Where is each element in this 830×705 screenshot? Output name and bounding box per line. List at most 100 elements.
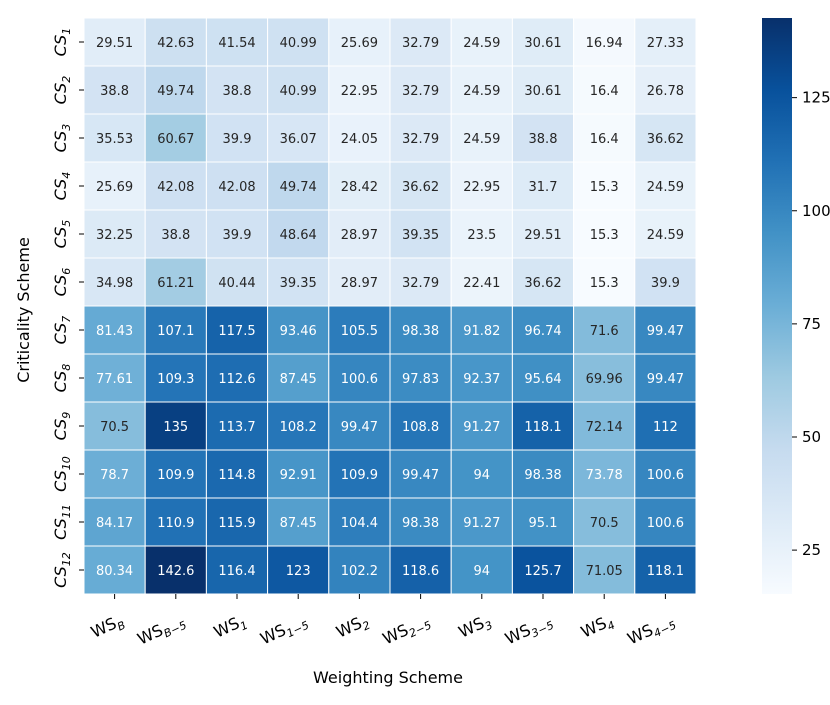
- y-axis-ticks: CS1 CS2 CS3 CS4 CS5 CS6 CS7 CS8 CS9 CS10 CS11 CS12: [51, 28, 84, 588]
- cell-value-label: 94: [474, 564, 491, 579]
- heatmap-cell: [450, 65, 513, 115]
- cell-value-label: 78.7: [100, 468, 129, 483]
- heatmap-cell: [144, 401, 207, 451]
- heatmap-cell: [205, 353, 269, 403]
- cell-value-label: 39.9: [651, 276, 680, 291]
- heatmap-cell: [83, 17, 146, 67]
- x-tick-label: WS3−5: [502, 610, 556, 651]
- cell-value-label: 16.4: [590, 132, 619, 147]
- cell-value-label: 70.5: [100, 420, 129, 435]
- cell-value-label: 32.79: [402, 36, 439, 51]
- heatmap-cell: [205, 401, 269, 451]
- cell-value-label: 114.8: [218, 468, 255, 483]
- x-tick-label: WS4: [578, 610, 617, 644]
- colorbar-tick-label: 25: [802, 541, 821, 559]
- heatmap-cell: [144, 17, 207, 67]
- x-axis-ticks: WSB WSB−5 WS1 WS1−5 WS2 WS2−5 WS3 WS3−5 WS4 WS4−5: [88, 594, 678, 651]
- y-tick-label: CS1: [51, 28, 73, 57]
- colorbar-ticks: 25 50 75 100 125: [792, 89, 830, 559]
- heatmap-cell: [389, 65, 452, 115]
- heatmap-cell: [205, 257, 269, 307]
- heatmap-cell: [83, 305, 146, 355]
- cell-value-label: 32.79: [402, 276, 439, 291]
- heatmap-cell: [267, 65, 330, 115]
- cell-value-label: 135: [163, 420, 188, 435]
- heatmap-cell: [205, 545, 269, 595]
- cell-value-label: 49.74: [157, 84, 194, 99]
- cell-value-label: 73.78: [586, 468, 623, 483]
- heatmap-cell: [144, 497, 207, 547]
- cell-value-label: 87.45: [280, 372, 317, 387]
- cell-value-label: 118.1: [647, 564, 684, 579]
- heatmap-cell: [328, 353, 391, 403]
- cell-value-label: 42.63: [157, 36, 194, 51]
- heatmap-cell: [328, 401, 391, 451]
- cell-value-label: 60.67: [157, 132, 194, 147]
- heatmap-cell: [267, 257, 330, 307]
- cell-value-label: 35.53: [96, 132, 133, 147]
- cell-value-label: 38.8: [223, 84, 252, 99]
- heatmap-cell: [573, 161, 636, 211]
- cell-value-label: 125.7: [524, 564, 561, 579]
- cell-value-label: 107.1: [157, 324, 194, 339]
- cell-value-label: 91.82: [463, 324, 500, 339]
- cell-value-label: 24.59: [463, 132, 500, 147]
- heatmap-cell: [328, 449, 391, 499]
- cell-value-label: 24.05: [341, 132, 378, 147]
- heatmap-cell: [634, 401, 697, 451]
- cell-value-label: 91.27: [463, 516, 500, 531]
- heatmap-cell: [205, 209, 269, 259]
- y-tick-label: CS5: [51, 220, 73, 249]
- heatmap-cell: [267, 305, 330, 355]
- heatmap-cell: [205, 113, 269, 163]
- y-tick-label: CS4: [51, 172, 73, 201]
- cell-value-label: 84.17: [96, 516, 133, 531]
- cell-value-label: 25.69: [96, 180, 133, 195]
- cell-value-label: 27.33: [647, 36, 684, 51]
- cell-value-label: 117.5: [218, 324, 255, 339]
- heatmap-cell: [83, 161, 146, 211]
- heatmap-cell: [389, 449, 452, 499]
- heatmap-cell: [83, 257, 146, 307]
- y-tick-label: CS12: [51, 552, 73, 588]
- colorbar-tick-label: 125: [802, 89, 830, 107]
- heatmap-cell: [328, 545, 391, 595]
- x-tick-label: WSB−5: [134, 610, 188, 651]
- cell-value-label: 61.21: [157, 276, 194, 291]
- cell-value-label: 26.78: [647, 84, 684, 99]
- cell-value-label: 71.6: [590, 324, 619, 339]
- cell-value-label: 109.3: [157, 372, 194, 387]
- heatmap-cell: [573, 353, 636, 403]
- cell-value-label: 98.38: [524, 468, 561, 483]
- heatmap-cell: [328, 113, 391, 163]
- heatmap-cell: [573, 257, 636, 307]
- heatmap-cell: [389, 353, 452, 403]
- cell-value-label: 16.94: [586, 36, 623, 51]
- cell-value-label: 38.8: [161, 228, 190, 243]
- y-tick-label: CS8: [51, 364, 73, 393]
- cell-value-label: 113.7: [218, 420, 255, 435]
- heatmap-cell: [450, 353, 513, 403]
- colorbar: [762, 18, 792, 594]
- heatmap-cells: 29.51 42.63 41.54 40.99 25.69 32.79 24.59 30.61…: [83, 17, 697, 595]
- cell-value-label: 24.59: [463, 84, 500, 99]
- heatmap-cell: [267, 353, 330, 403]
- cell-value-label: 25.69: [341, 36, 378, 51]
- colorbar-tick-label: 75: [802, 315, 821, 333]
- heatmap-cell: [634, 209, 697, 259]
- cell-value-label: 24.59: [647, 228, 684, 243]
- heatmap-cell: [511, 17, 575, 67]
- cell-value-label: 92.91: [280, 468, 317, 483]
- cell-value-label: 97.83: [402, 372, 439, 387]
- cell-value-label: 99.47: [341, 420, 378, 435]
- cell-value-label: 15.3: [590, 228, 619, 243]
- cell-value-label: 32.25: [96, 228, 133, 243]
- cell-value-label: 109.9: [157, 468, 194, 483]
- x-tick-label: WS4−5: [624, 610, 678, 651]
- cell-value-label: 115.9: [218, 516, 255, 531]
- heatmap-cell: [328, 209, 391, 259]
- cell-value-label: 32.79: [402, 132, 439, 147]
- cell-value-label: 39.9: [223, 132, 252, 147]
- cell-value-label: 91.27: [463, 420, 500, 435]
- cell-value-label: 40.99: [280, 36, 317, 51]
